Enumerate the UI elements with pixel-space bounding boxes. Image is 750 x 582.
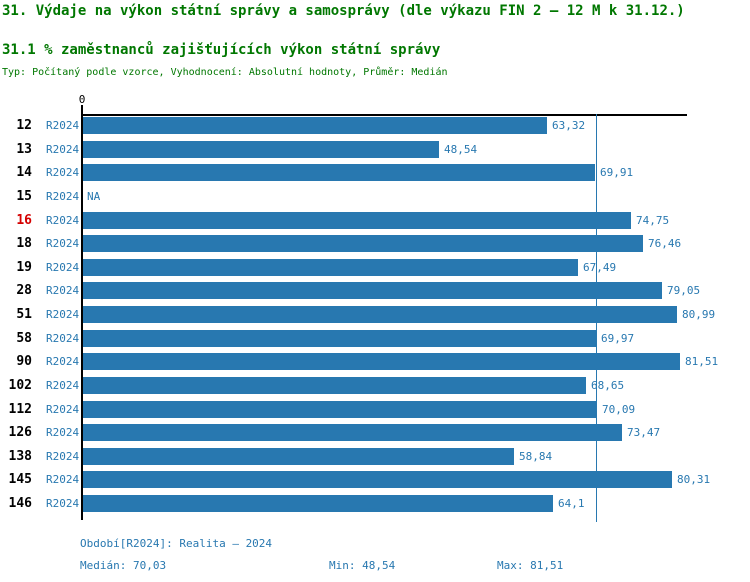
- row-period-label: R2024: [46, 497, 80, 510]
- row-period-label: R2024: [46, 403, 80, 416]
- row-period-label: R2024: [46, 473, 80, 486]
- row-period-label: R2024: [46, 261, 80, 274]
- x-axis-line: [81, 114, 687, 116]
- row-period-label: R2024: [46, 450, 80, 463]
- row-value-label: 81,51: [685, 355, 719, 368]
- value-bar: [83, 495, 553, 512]
- chart-row: 112 R2024 70,09: [0, 401, 750, 418]
- row-id-label: 15: [16, 189, 32, 204]
- row-id-label: 14: [16, 165, 32, 180]
- row-id-label: 146: [8, 496, 32, 511]
- chart-meta-line: Typ: Počítaný podle vzorce, Vyhodnocení:…: [2, 67, 448, 78]
- value-bar: [83, 424, 622, 441]
- row-period-label: R2024: [46, 284, 80, 297]
- footer-max-value: Max: 81,51: [497, 559, 564, 572]
- chart-row: 14 R2024 69,91: [0, 164, 750, 181]
- row-id-label: 28: [16, 283, 32, 298]
- chart-row: 18 R2024 76,46: [0, 235, 750, 252]
- footer-min-value: Min: 48,54: [329, 559, 396, 572]
- chart-row: 58 R2024 69,97: [0, 330, 750, 347]
- row-id-label: 145: [8, 472, 32, 487]
- value-bar: [83, 141, 439, 158]
- row-id-label: 112: [8, 402, 32, 417]
- row-value-label: 76,46: [648, 237, 682, 250]
- row-value-label: 69,91: [600, 166, 634, 179]
- chart-row: 19 R2024 67,49: [0, 259, 750, 276]
- value-bar: [83, 282, 662, 299]
- chart-row: 146 R2024 64,1: [0, 495, 750, 512]
- chart-row: 51 R2024 80,99: [0, 306, 750, 323]
- value-bar: [83, 212, 631, 229]
- chart-row: 13 R2024 48,54: [0, 141, 750, 158]
- row-value-label: 68,65: [591, 379, 625, 392]
- row-id-label: 138: [8, 449, 32, 464]
- chart-row: 12 R2024 63,32: [0, 117, 750, 134]
- row-na-label: NA: [87, 190, 101, 203]
- row-id-label: 51: [16, 307, 32, 322]
- chart-row: 126 R2024 73,47: [0, 424, 750, 441]
- row-period-label: R2024: [46, 355, 80, 368]
- x-axis-zero-tick: [81, 105, 83, 114]
- chart-row: 15 R2024 NA: [0, 188, 750, 205]
- value-bar: [83, 306, 677, 323]
- row-id-label: 102: [8, 378, 32, 393]
- value-bar: [83, 235, 643, 252]
- row-period-label: R2024: [46, 426, 80, 439]
- row-id-label: 12: [16, 118, 32, 133]
- row-period-label: R2024: [46, 143, 80, 156]
- value-bar: [83, 471, 672, 488]
- row-value-label: 48,54: [444, 143, 478, 156]
- value-bar: [83, 164, 595, 181]
- value-bar: [83, 377, 586, 394]
- row-value-label: 80,31: [677, 473, 711, 486]
- chart-row: 138 R2024 58,84: [0, 448, 750, 465]
- value-bar: [83, 117, 547, 134]
- row-id-label: 13: [16, 142, 32, 157]
- value-bar: [83, 401, 597, 418]
- y-axis-line: [81, 114, 83, 520]
- chart-row: 28 R2024 79,05: [0, 282, 750, 299]
- chart-row: 90 R2024 81,51: [0, 353, 750, 370]
- chart-row: 145 R2024 80,31: [0, 471, 750, 488]
- row-period-label: R2024: [46, 332, 80, 345]
- row-value-label: 63,32: [552, 119, 586, 132]
- row-value-label: 79,05: [667, 284, 701, 297]
- row-value-label: 73,47: [627, 426, 661, 439]
- row-value-label: 67,49: [583, 261, 617, 274]
- chart-row: 16 R2024 74,75: [0, 212, 750, 229]
- x-axis-zero-tick-label: 0: [78, 93, 86, 106]
- row-id-label: 90: [16, 354, 32, 369]
- row-value-label: 70,09: [602, 403, 636, 416]
- value-bar: [83, 330, 596, 347]
- row-period-label: R2024: [46, 119, 80, 132]
- row-period-label: R2024: [46, 166, 80, 179]
- row-period-label: R2024: [46, 379, 80, 392]
- row-value-label: 64,1: [558, 497, 585, 510]
- footer-median-value: Medián: 70,03: [80, 559, 167, 572]
- value-bar: [83, 448, 514, 465]
- row-id-label: 16: [16, 213, 32, 228]
- row-id-label: 58: [16, 331, 32, 346]
- chart-title: 31.1 % zaměstnanců zajišťujících výkon s…: [2, 42, 441, 58]
- row-period-label: R2024: [46, 308, 80, 321]
- row-id-label: 18: [16, 236, 32, 251]
- row-value-label: 58,84: [519, 450, 553, 463]
- row-period-label: R2024: [46, 190, 80, 203]
- value-bar: [83, 353, 680, 370]
- row-id-label: 19: [16, 260, 32, 275]
- value-bar: [83, 259, 578, 276]
- row-period-label: R2024: [46, 214, 80, 227]
- row-value-label: 80,99: [682, 308, 716, 321]
- footer-period-info: Období[R2024]: Realita – 2024: [80, 537, 273, 550]
- row-value-label: 69,97: [601, 332, 635, 345]
- row-id-label: 126: [8, 425, 32, 440]
- row-period-label: R2024: [46, 237, 80, 250]
- chart-row: 102 R2024 68,65: [0, 377, 750, 394]
- page-title: 31. Výdaje na výkon státní správy a samo…: [2, 3, 685, 19]
- row-value-label: 74,75: [636, 214, 670, 227]
